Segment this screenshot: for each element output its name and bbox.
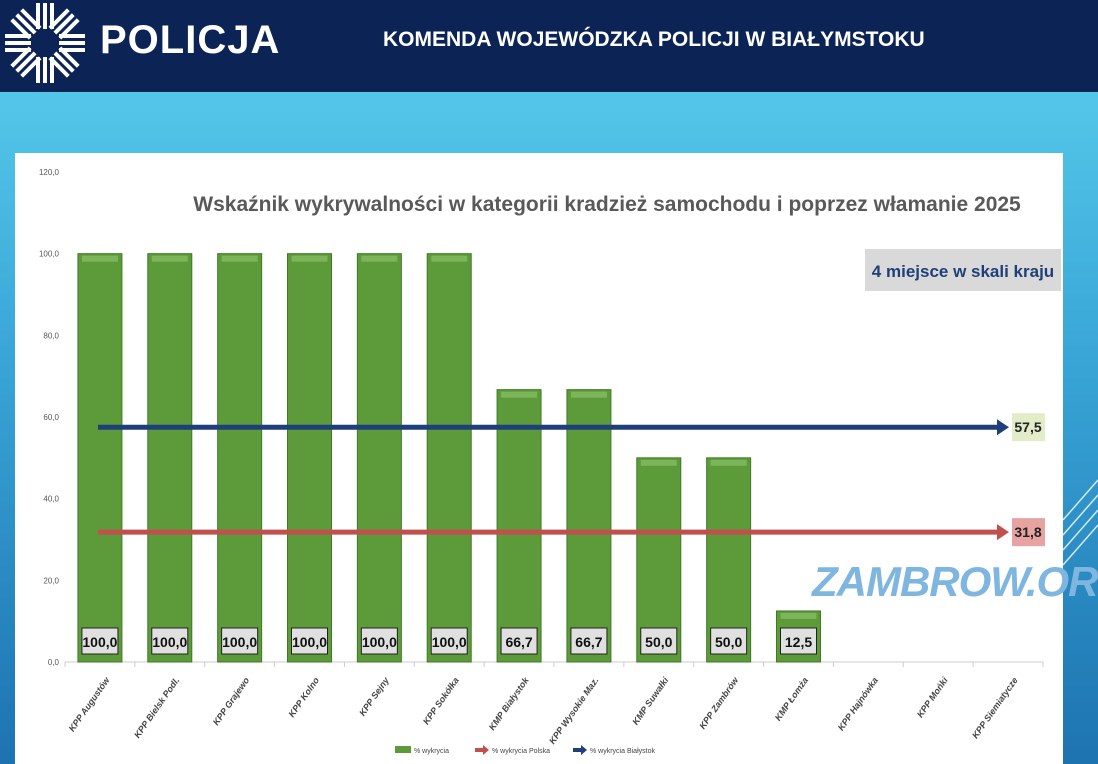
y-tick-label: 100,0 [39, 250, 60, 259]
data-label-box [291, 627, 328, 655]
watermark: ZAMBROW.ORG [812, 558, 1098, 605]
legend-swatch [395, 746, 411, 753]
category-label: KPP Augustów [67, 675, 112, 734]
category-label: KPP Siemiatycze [970, 675, 1020, 740]
bar-highlight [361, 255, 398, 262]
decorative-lines [1063, 479, 1098, 566]
category-label: KPP Sejny [357, 675, 391, 718]
bar [217, 253, 263, 663]
bar-highlight [710, 459, 747, 466]
bar [566, 389, 612, 663]
y-tick-label: 120,0 [39, 168, 60, 177]
data-label: 100,0 [432, 634, 467, 650]
chart-panel: 0,0 20,0 40,0 60,0 80,0 100,0 120,0 Wskaźnik wy… [15, 153, 1063, 764]
category-label: KPP Grajewo [211, 675, 252, 727]
legend-label: % wykrycia Białystok [590, 748, 655, 755]
data-label: 50,0 [715, 634, 742, 650]
y-tick-label: 0,0 [48, 658, 60, 667]
category-label: KPP Hajnówka [836, 675, 880, 732]
bar-highlight [221, 255, 258, 262]
data-label: 100,0 [82, 634, 117, 650]
category-label: KPP Zambrów [697, 675, 741, 731]
y-tick-label: 20,0 [43, 576, 59, 585]
arrow-head-icon [997, 419, 1009, 436]
bar-highlight [431, 255, 468, 262]
bar [287, 253, 332, 663]
category-label: KPP Mońki [915, 675, 950, 719]
logo-text: POLICJA [100, 18, 281, 62]
category-label: KPP Kolno [286, 675, 321, 719]
bar-highlight [151, 255, 188, 262]
arrow-head-icon [997, 524, 1009, 541]
data-label-box [640, 627, 678, 655]
bar [147, 253, 193, 663]
data-label-box [360, 627, 398, 655]
data-label: 50,0 [645, 634, 672, 650]
line-label-box [1012, 413, 1045, 442]
data-label-box [710, 627, 748, 655]
line-label: 31,8 [1014, 524, 1041, 540]
data-label: 100,0 [292, 634, 327, 650]
data-label-box [780, 627, 817, 655]
category-label: KPP Bielsk Podl. [132, 675, 181, 739]
y-tick-label: 80,0 [43, 331, 59, 340]
data-label: 100,0 [362, 634, 397, 650]
data-label-box [81, 627, 119, 655]
bar [77, 253, 123, 663]
bar [426, 253, 472, 663]
category-label: KMP Białystok [487, 675, 531, 732]
data-label: 100,0 [152, 634, 187, 650]
annotation-box [865, 249, 1061, 291]
chart-title: Wskaźnik wykrywalności w kategorii kradz… [193, 193, 1021, 216]
y-tick-label: 40,0 [43, 495, 59, 504]
annotation-text: 4 miejsce w skali kraju [872, 262, 1054, 281]
police-star-icon [5, 3, 85, 83]
line-label-box [1012, 518, 1045, 547]
data-label: 66,7 [575, 634, 602, 650]
legend-arrow-icon [475, 745, 489, 755]
legend-arrow-icon [573, 745, 587, 755]
data-label-box [570, 627, 608, 655]
category-label: KMP Łomża [773, 675, 810, 722]
category-label: KMP Suwałki [630, 675, 670, 727]
data-label-box [500, 627, 538, 655]
bar-chart: 0,0 20,0 40,0 60,0 80,0 100,0 120,0 Wskaźnik wy… [39, 168, 1061, 755]
data-label: 100,0 [222, 634, 257, 650]
data-label-box [430, 627, 468, 655]
category-label: KPP Sokółka [421, 675, 461, 726]
bar [356, 253, 402, 663]
bar-highlight [501, 391, 538, 398]
data-label-box [221, 627, 259, 655]
bar [496, 389, 542, 663]
data-label-box [151, 627, 189, 655]
bar-highlight [780, 612, 817, 619]
bar-highlight [570, 391, 607, 398]
agency-title: KOMENDA WOJEWÓDZKA POLICJI W BIAŁYMSTOKU [383, 28, 925, 51]
data-label: 12,5 [785, 634, 812, 650]
line-label: 57,5 [1014, 419, 1041, 435]
legend-label: % wykrycia Polska [492, 748, 550, 755]
bar-highlight [291, 255, 328, 262]
category-label: KPP Wysokie Maz. [547, 675, 601, 745]
y-tick-label: 60,0 [43, 413, 59, 422]
header: POLICJA KOMENDA WOJEWÓDZKA POLICJI W BIA… [0, 0, 1098, 92]
data-label: 66,7 [505, 634, 532, 650]
bar-highlight [81, 255, 118, 262]
bar-highlight [640, 459, 677, 466]
legend-label: % wykrycia [414, 748, 449, 755]
